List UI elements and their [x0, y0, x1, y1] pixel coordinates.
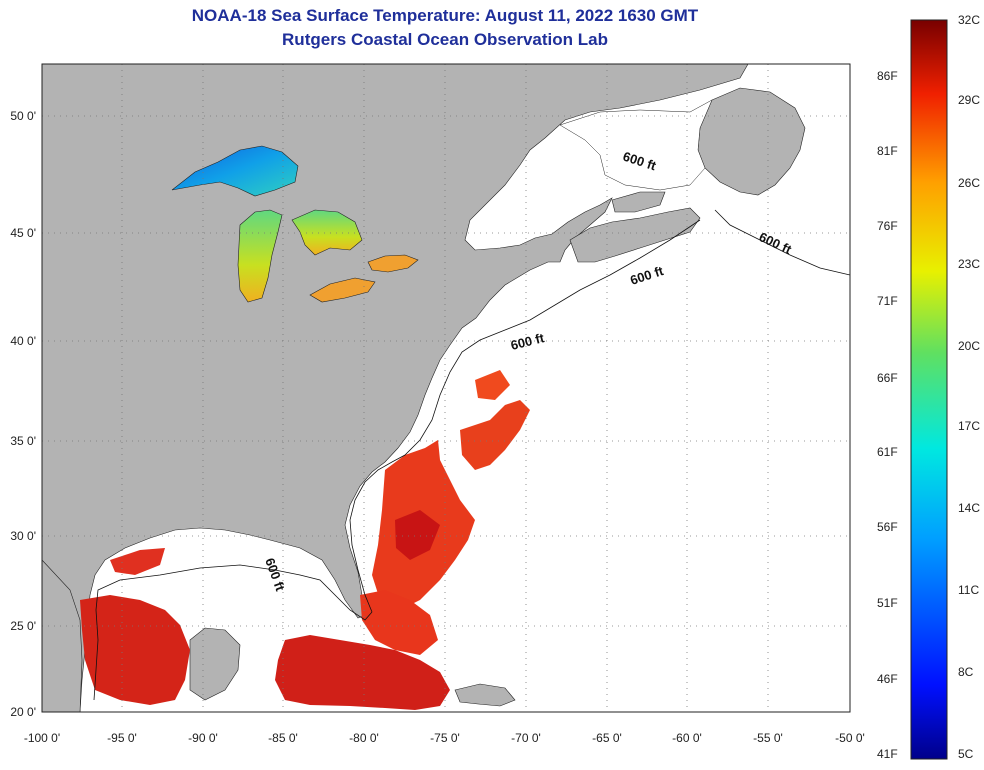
colorbar-celsius-label: 32C	[958, 13, 980, 27]
lat-tick-label: 35 0'	[10, 434, 36, 448]
colorbar-fahrenheit-label: 76F	[877, 219, 898, 233]
lake-ontario	[367, 254, 419, 273]
land-pei	[611, 191, 666, 213]
latitude-axis: 50 0' 45 0' 40 0' 35 0' 30 0' 25 0' 20 0'	[10, 109, 36, 719]
lon-tick-label: -65 0'	[592, 731, 622, 745]
contour-600ft	[93, 209, 851, 701]
lat-tick-label: 45 0'	[10, 226, 36, 240]
colorbar-fahrenheit-label: 66F	[877, 371, 898, 385]
lon-tick-label: -75 0'	[430, 731, 460, 745]
colorbar: 32C 29C 26C 23C 20C 17C 14C 11C 8C 5C 86F 81F 76F 71…	[877, 13, 980, 761]
colorbar-fahrenheit-label: 41F	[877, 747, 898, 761]
colorbar-fahrenheit-label: 56F	[877, 520, 898, 534]
lon-tick-label: -100 0'	[24, 731, 60, 745]
lat-tick-label: 40 0'	[10, 334, 36, 348]
colorbar-celsius-label: 29C	[958, 93, 980, 107]
colorbar-celsius-label: 26C	[958, 176, 980, 190]
lake-superior	[171, 145, 299, 197]
lon-tick-label: -85 0'	[268, 731, 298, 745]
lon-tick-label: -60 0'	[672, 731, 702, 745]
lon-tick-label: -90 0'	[188, 731, 218, 745]
land-yucatan	[189, 627, 241, 701]
colorbar-celsius-label: 11C	[958, 583, 979, 597]
lon-tick-label: -95 0'	[107, 731, 137, 745]
map-grid	[42, 64, 850, 712]
colorbar-celsius-label: 8C	[958, 665, 974, 679]
lat-tick-label: 25 0'	[10, 619, 36, 633]
colorbar-celsius-label: 14C	[958, 501, 980, 515]
colorbar-fahrenheit-label: 81F	[877, 144, 898, 158]
lat-tick-label: 50 0'	[10, 109, 36, 123]
colorbar-celsius-label: 23C	[958, 257, 980, 271]
sst-atlantic-data	[372, 370, 530, 610]
map-title: NOAA-18 Sea Surface Temperature: August …	[191, 6, 699, 25]
lon-tick-label: -50 0'	[835, 731, 865, 745]
colorbar-celsius-labels: 32C 29C 26C 23C 20C 17C 14C 11C 8C 5C	[958, 13, 980, 761]
colorbar-scale	[910, 19, 948, 760]
lon-tick-label: -80 0'	[349, 731, 379, 745]
lake-huron	[291, 209, 363, 256]
plot-border	[41, 63, 851, 713]
lat-tick-label: 20 0'	[10, 705, 36, 719]
lon-tick-label: -55 0'	[753, 731, 783, 745]
sst-gulf-data	[80, 548, 450, 710]
colorbar-celsius-label: 20C	[958, 339, 980, 353]
land-hispaniola	[454, 683, 516, 707]
longitude-axis: -100 0' -95 0' -90 0' -85 0' -80 0' -75 0' -70…	[24, 731, 865, 745]
gulf-st-lawrence-water	[559, 99, 713, 191]
colorbar-fahrenheit-label: 61F	[877, 445, 898, 459]
colorbar-fahrenheit-label: 71F	[877, 294, 898, 308]
lat-tick-label: 30 0'	[10, 529, 36, 543]
colorbar-fahrenheit-label: 46F	[877, 672, 898, 686]
land-nova-scotia	[569, 207, 701, 263]
lake-erie	[309, 277, 376, 303]
colorbar-fahrenheit-label: 86F	[877, 69, 898, 83]
colorbar-celsius-label: 17C	[958, 419, 980, 433]
colorbar-celsius-label: 5C	[958, 747, 974, 761]
colorbar-fahrenheit-label: 51F	[877, 596, 898, 610]
lon-tick-label: -70 0'	[511, 731, 541, 745]
map-subtitle: Rutgers Coastal Ocean Observation Lab	[282, 30, 608, 49]
colorbar-fahrenheit-labels: 86F 81F 76F 71F 66F 61F 56F 51F 46F 41F	[877, 69, 898, 761]
